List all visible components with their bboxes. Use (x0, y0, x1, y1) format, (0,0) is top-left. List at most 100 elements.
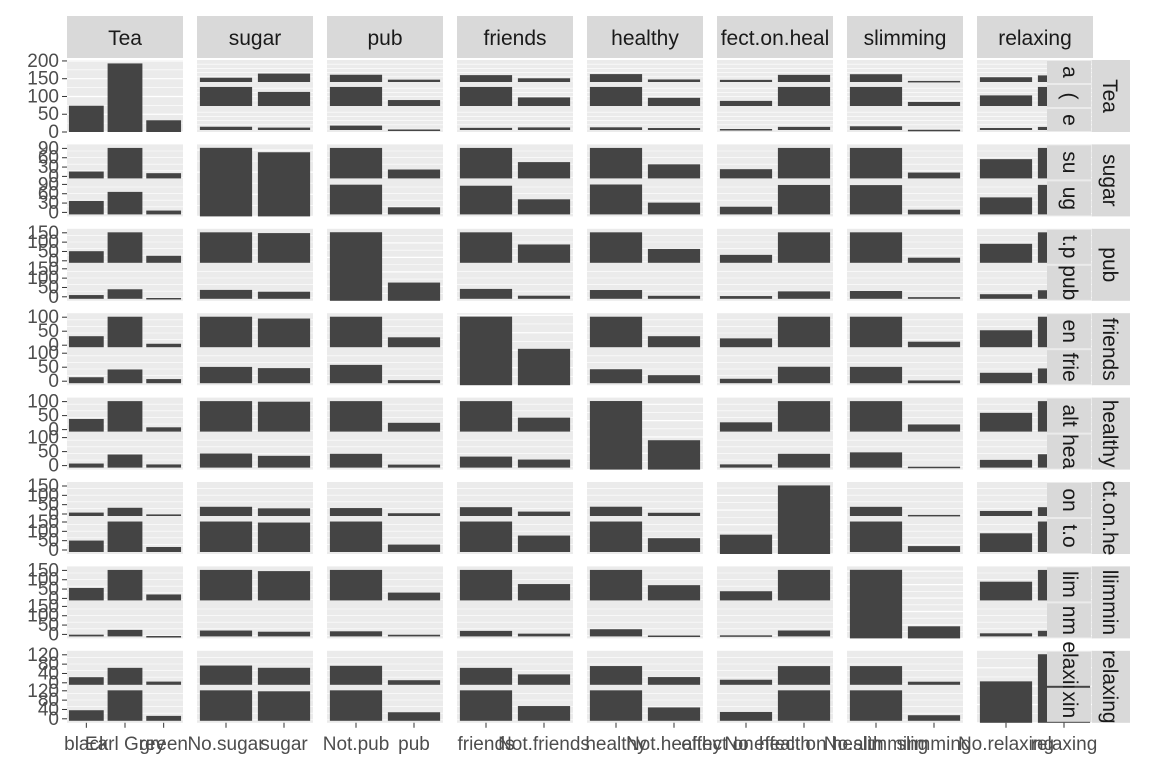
bar-healthy-healthy-No.relaxing (979, 412, 1033, 432)
bar-effect.on.health-No.effect on health-No.relaxing (979, 533, 1033, 552)
row-strip-effect.on.health (1092, 482, 1130, 554)
inner-row-strip-label: elaxin (1058, 641, 1081, 696)
bar-pub-Not.pub-green (146, 255, 182, 263)
y-tick-label: 0 (48, 287, 59, 308)
inner-row-strip-label: alt (1058, 405, 1081, 427)
x-tick-label-slimming: slimming (897, 734, 972, 755)
bar-slimming-No.slimming (849, 569, 903, 639)
inner-row-strip-label: t.p (1058, 235, 1081, 258)
bar-slimming-slimming (907, 626, 961, 639)
bar-sugar-No.sugar-No.effect on health (777, 147, 831, 179)
row-strip-relaxing (1092, 650, 1130, 723)
bar-healthy-healthy-effect on health (719, 422, 773, 432)
bar-relaxing-relaxing-pub (387, 712, 441, 721)
bar-slimming-No.slimming-No.effect on health (777, 569, 831, 601)
y-tick-label: 0 (48, 624, 59, 645)
y-tick-label: 0 (48, 420, 59, 441)
bar-Tea-Earl Grey-No.slimming (849, 86, 903, 106)
bar-pub-Not.pub-effect on health (719, 254, 773, 263)
bar-sugar-No.sugar-No.relaxing (979, 159, 1033, 179)
bar-Tea-black-No.effect on health (777, 74, 831, 82)
y-tick-label: 50 (38, 579, 59, 600)
bar-healthy-Not.healthy-No.effect on health (777, 453, 831, 468)
bar-slimming-No.slimming-friends (459, 569, 513, 601)
bar-healthy-healthy-pub (387, 422, 441, 432)
bar-friends-friends-Not.pub (329, 316, 383, 348)
bar-relaxing-relaxing-Not.healthy (647, 707, 701, 721)
bar-sugar-No.sugar-Not.healthy (647, 164, 701, 179)
bar-friends-friends-green (146, 343, 182, 348)
bar-slimming-slimming-black (68, 634, 104, 637)
y-tick-label: 0 (48, 251, 59, 272)
bar-effect.on.health-effect on health-No.relaxing (979, 510, 1033, 516)
y-tick-label: 50 (38, 495, 59, 516)
inner-row-strip-label: hea (1058, 434, 1081, 469)
x-tick-label-sugar: No.sugar (187, 734, 265, 755)
bar-relaxing-relaxing-Not.friends (517, 706, 571, 721)
x-tick-label-sugar: sugar (260, 734, 308, 755)
bar-Tea-black-slimming (907, 80, 961, 83)
bar-sugar-No.sugar-green (146, 173, 182, 179)
bar-sugar-sugar-effect on health (719, 206, 773, 215)
inner-row-strip (1047, 603, 1091, 638)
y-tick-label: 50 (38, 321, 59, 342)
bar-relaxing-relaxing-friends (459, 690, 513, 721)
bar-healthy-Not.healthy-black (68, 463, 104, 468)
bar-friends-friends-No.effect on health (777, 316, 831, 348)
bar-Tea-black-No.sugar (199, 77, 253, 82)
bar-slimming-slimming-No.effect on health (777, 630, 831, 637)
bar-friends-Not.friends-No.relaxing (979, 372, 1033, 384)
bar-relaxing-No.relaxing-healthy (589, 666, 643, 685)
bar-effect.on.health-No.effect on health-No.sugar (199, 521, 253, 552)
inner-row-strip (1047, 61, 1091, 83)
bar-Tea-green-No.effect on health (777, 126, 831, 130)
inner-row-strip-label: a (1058, 66, 1081, 78)
x-tick-label-pub: Not.pub (323, 734, 390, 755)
bar-friends-Not.friends-pub (387, 380, 441, 384)
row-strip-label-sugar: sugar (1098, 154, 1121, 207)
bar-effect.on.health-effect on health-green (146, 514, 182, 516)
bar-sugar-sugar-Earl Grey (107, 191, 143, 215)
y-tick-label: 60 (38, 184, 59, 205)
bar-pub-pub-friends (459, 288, 513, 299)
bar-sugar-sugar-Not.friends (517, 199, 571, 215)
bar-slimming-No.slimming-No.sugar (199, 569, 253, 601)
x-tick-label-relaxing: No.relaxing (958, 734, 1054, 755)
bar-slimming-No.slimming-Not.friends (517, 584, 571, 601)
bar-healthy-Not.healthy-No.sugar (199, 453, 253, 468)
y-tick-label: 100 (27, 232, 59, 253)
bar-healthy-healthy-black (68, 418, 104, 432)
row-strip-label-friends: friends (1098, 318, 1121, 381)
inner-row-strip (1047, 265, 1091, 300)
bar-effect.on.health-No.effect on health-Not.healthy (647, 538, 701, 552)
bar-sugar-sugar-No.relaxing (979, 197, 1033, 215)
bar-slimming-No.slimming-effect on health (719, 591, 773, 601)
y-tick-label: 0 (48, 540, 59, 561)
bar-slimming-slimming-green (146, 636, 182, 638)
bar-sugar-sugar-No.slimming (849, 185, 903, 215)
bar-friends-Not.friends-Not.pub (329, 364, 383, 384)
bar-effect.on.health-effect on health-pub (387, 513, 441, 516)
column-strip-slimming (847, 16, 963, 58)
y-tick-label: 90 (38, 174, 59, 195)
inner-row-strip-label: e (1058, 114, 1081, 126)
bar-effect.on.health-No.effect on health-healthy (589, 521, 643, 552)
bar-sugar-No.sugar-effect on health (719, 169, 773, 179)
bar-sugar-sugar-slimming (907, 209, 961, 215)
inner-row-strip (1047, 651, 1091, 686)
bar-relaxing-No.relaxing-No.effect on health (777, 666, 831, 685)
x-tick-label-friends: friends (457, 734, 514, 755)
inner-row-strip-label: frie (1058, 353, 1081, 382)
bar-pub-Not.pub (329, 232, 383, 301)
bar-effect.on.health-effect on health-slimming (907, 514, 961, 517)
bar-effect.on.health-No.effect on health-pub (387, 544, 441, 552)
y-tick-label: 50 (38, 357, 59, 378)
bar-healthy-healthy-green (146, 427, 182, 432)
bar-relaxing-relaxing-sugar (257, 691, 311, 721)
bar-effect.on.health-effect on health-black (68, 512, 104, 516)
y-tick-label: 100 (27, 485, 59, 506)
bar-slimming-slimming-No.sugar (199, 630, 253, 637)
bar-relaxing-No.relaxing-effect on health (719, 679, 773, 685)
bar-Tea-Earl Grey-pub (387, 100, 441, 106)
